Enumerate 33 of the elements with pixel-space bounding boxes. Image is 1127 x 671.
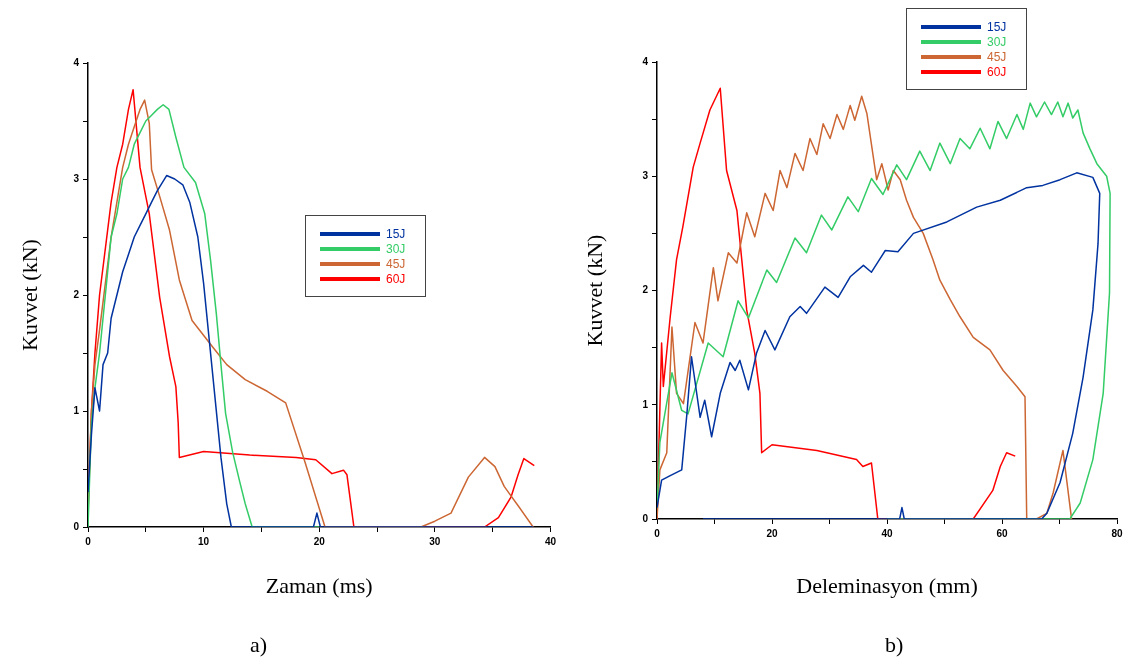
x-tick-label: 60	[996, 527, 1008, 539]
y-tick-label: 4	[73, 56, 80, 68]
y-tick-label: 3	[73, 172, 80, 184]
legend-label: 60J	[386, 271, 406, 286]
y-tick-label: 0	[642, 512, 649, 524]
x-tick-label: 40	[881, 527, 893, 539]
legend-label: 30J	[386, 241, 406, 256]
legend-label: 60J	[987, 64, 1007, 79]
y-tick-label: 3	[642, 170, 649, 181]
x-tick-label: 10	[198, 535, 210, 547]
y-tick-label: 1	[73, 404, 80, 416]
x-tick-label: 20	[313, 535, 326, 547]
y-axis-title: Kuvvet (kN)	[16, 239, 42, 351]
x-axis-title: Deleminasyon (mm)	[796, 572, 978, 598]
x-tick-label: 0	[85, 535, 92, 547]
x-tick-label: 80	[1111, 527, 1123, 539]
x-tick-label: 20	[766, 527, 778, 539]
legend-label: 45J	[987, 49, 1007, 64]
x-tick-label: 30	[429, 535, 441, 547]
text: b)	[885, 632, 904, 658]
y-tick-label: 4	[642, 55, 649, 67]
x-axis-title: Zaman (ms)	[265, 572, 373, 598]
y-axis-title: Kuvvet (kN)	[581, 234, 607, 347]
text: a)	[250, 632, 268, 658]
legend-label: 45J	[386, 256, 406, 271]
y-tick-label: 2	[642, 284, 649, 296]
legend-label: 15J	[386, 226, 406, 241]
legend-label: 30J	[987, 34, 1007, 49]
x-tick-label: 0	[654, 527, 661, 539]
y-tick-label: 2	[73, 288, 80, 300]
x-tick-label: 40	[544, 535, 557, 547]
legend-label: 15J	[987, 19, 1007, 34]
y-tick-label: 1	[642, 398, 649, 410]
